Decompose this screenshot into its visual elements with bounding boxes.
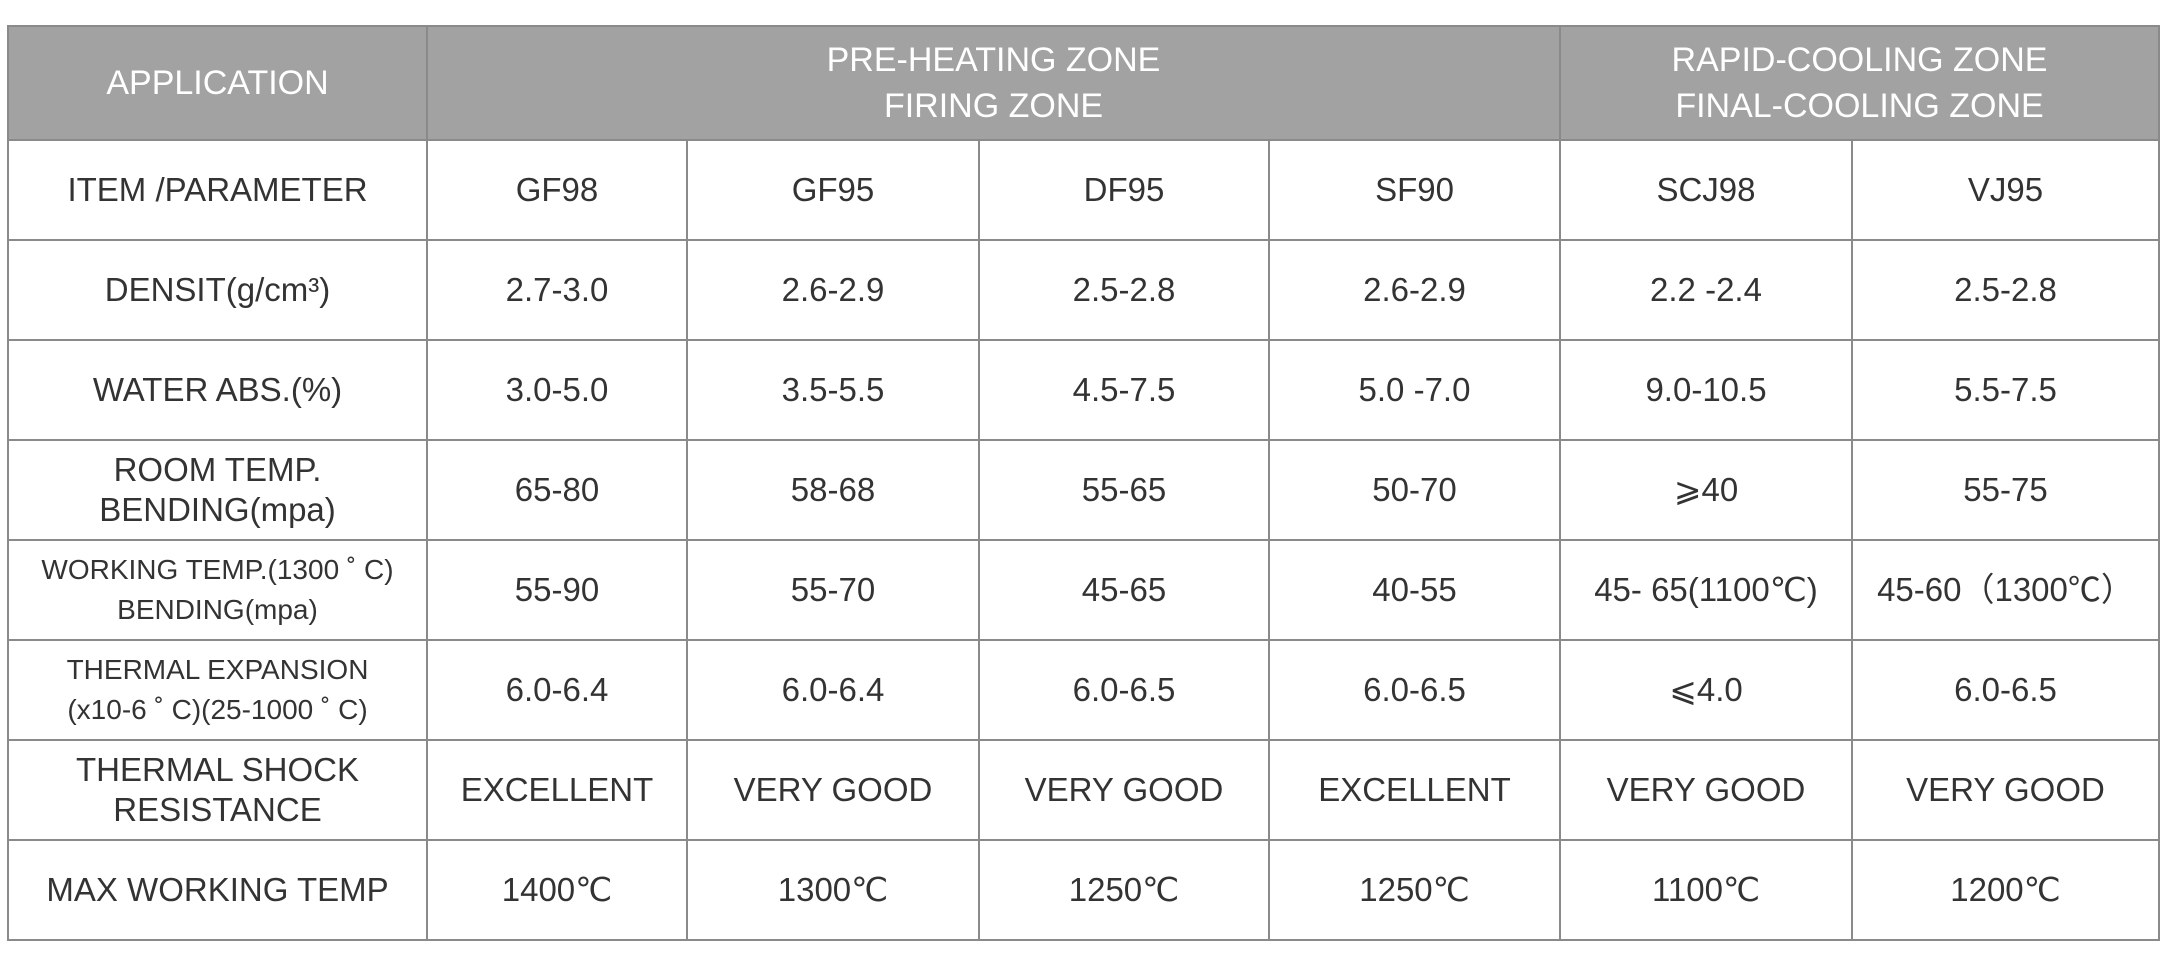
row-label: ROOM TEMP. BENDING(mpa) xyxy=(7,439,428,541)
table-cell: 9.0-10.5 xyxy=(1559,339,1853,441)
cell-line: BENDING(mpa) xyxy=(117,594,318,625)
table-cell: 45-65 xyxy=(978,539,1270,641)
cell-line: (x10-6 ˚ C)(25-1000 ˚ C) xyxy=(67,694,368,725)
cell-line: RESISTANCE xyxy=(113,791,322,828)
row-label: ITEM /PARAMETER xyxy=(7,139,428,241)
table-cell: 1300℃ xyxy=(686,839,980,941)
table-cell: 6.0-6.5 xyxy=(978,639,1270,741)
cell-line: WORKING TEMP.(1300 ˚ C) xyxy=(41,554,394,585)
cell-line: PRE-HEATING ZONE xyxy=(826,41,1161,79)
table-cell: 58-68 xyxy=(686,439,980,541)
table-cell: 5.0 -7.0 xyxy=(1268,339,1561,441)
table-row: MAX WORKING TEMP 1400℃ 1300℃ 1250℃ 1250℃ 1100… xyxy=(7,839,2160,941)
table-cell: 4.5-7.5 xyxy=(978,339,1270,441)
table-cell: 40-55 xyxy=(1268,539,1561,641)
table-cell: 50-70 xyxy=(1268,439,1561,541)
row-label: THERMAL SHOCK RESISTANCE xyxy=(7,739,428,841)
table-cell: GF95 xyxy=(686,139,980,241)
row-label: WATER ABS.(%) xyxy=(7,339,428,441)
table-cell: SF90 xyxy=(1268,139,1561,241)
table-row: THERMAL EXPANSION (x10-6 ˚ C)(25-1000 ˚ C… xyxy=(7,639,2160,741)
header-cell: PRE-HEATING ZONE FIRING ZONE xyxy=(426,25,1561,141)
table-cell: VJ95 xyxy=(1851,139,2160,241)
table-cell: 2.6-2.9 xyxy=(1268,239,1561,341)
table-cell: 2.7-3.0 xyxy=(426,239,688,341)
spec-table: APPLICATION PRE-HEATING ZONE FIRING ZONE RA… xyxy=(7,25,2160,941)
cell-line: FIRING ZONE xyxy=(883,87,1104,125)
table-cell: 3.5-5.5 xyxy=(686,339,980,441)
table-row: WATER ABS.(%) 3.0-5.0 3.5-5.5 4.5-7.5 5.0 -7… xyxy=(7,339,2160,441)
header-cell: APPLICATION xyxy=(7,25,428,141)
table-cell: 55-65 xyxy=(978,439,1270,541)
cell-line: BENDING(mpa) xyxy=(99,491,336,528)
cell-line: ROOM TEMP. xyxy=(113,451,322,488)
table-cell: 1250℃ xyxy=(1268,839,1561,941)
table-cell: 6.0-6.4 xyxy=(426,639,688,741)
table-row: WORKING TEMP.(1300 ˚ C) BENDING(mpa) 55-90… xyxy=(7,539,2160,641)
table-cell: VERY GOOD xyxy=(1559,739,1853,841)
table-cell: 3.0-5.0 xyxy=(426,339,688,441)
table-cell: 6.0-6.4 xyxy=(686,639,980,741)
table-cell: 1400℃ xyxy=(426,839,688,941)
table-row: THERMAL SHOCK RESISTANCE EXCELLENT VERY GOO… xyxy=(7,739,2160,841)
table-cell: 1200℃ xyxy=(1851,839,2160,941)
table-cell: 5.5-7.5 xyxy=(1851,339,2160,441)
table-cell: 2.5-2.8 xyxy=(1851,239,2160,341)
table-cell: 65-80 xyxy=(426,439,688,541)
table-cell: DF95 xyxy=(978,139,1270,241)
row-label: MAX WORKING TEMP xyxy=(7,839,428,941)
cell-line: FINAL-COOLING ZONE xyxy=(1675,87,2044,125)
table-cell: 45- 65(1100℃) xyxy=(1559,539,1853,641)
table-cell: 55-90 xyxy=(426,539,688,641)
table-cell: 2.5-2.8 xyxy=(978,239,1270,341)
cell-line: THERMAL EXPANSION xyxy=(66,654,369,685)
cell-line: APPLICATION xyxy=(106,64,329,102)
table-cell: ⩽4.0 xyxy=(1559,639,1853,741)
table-cell: 2.6-2.9 xyxy=(686,239,980,341)
cell-line: ITEM /PARAMETER xyxy=(67,171,368,208)
header-cell: RAPID-COOLING ZONE FINAL-COOLING ZONE xyxy=(1559,25,2160,141)
table-row: DENSIT(g/cm³) 2.7-3.0 2.6-2.9 2.5-2.8 2.6-2.… xyxy=(7,239,2160,341)
table-body: APPLICATION PRE-HEATING ZONE FIRING ZONE RA… xyxy=(7,25,2160,941)
table-cell: 45-60（1300℃） xyxy=(1851,539,2160,641)
cell-line: MAX WORKING TEMP xyxy=(46,871,389,908)
table-row: ITEM /PARAMETER GF98 GF95 DF95 SF90 SCJ98 VJ95 xyxy=(7,139,2160,241)
table-cell: 6.0-6.5 xyxy=(1268,639,1561,741)
table-cell: VERY GOOD xyxy=(686,739,980,841)
table-cell: 1100℃ xyxy=(1559,839,1853,941)
cell-line: RAPID-COOLING ZONE xyxy=(1671,41,2048,79)
table-cell: EXCELLENT xyxy=(426,739,688,841)
table-cell: 2.2 -2.4 xyxy=(1559,239,1853,341)
row-label: WORKING TEMP.(1300 ˚ C) BENDING(mpa) xyxy=(7,539,428,641)
table-cell: SCJ98 xyxy=(1559,139,1853,241)
header-row: APPLICATION PRE-HEATING ZONE FIRING ZONE RA… xyxy=(7,25,2160,141)
table-cell: 1250℃ xyxy=(978,839,1270,941)
table-cell: VERY GOOD xyxy=(1851,739,2160,841)
table-cell: ⩾40 xyxy=(1559,439,1853,541)
table-cell: EXCELLENT xyxy=(1268,739,1561,841)
cell-line: WATER ABS.(%) xyxy=(92,371,343,408)
table-cell: VERY GOOD xyxy=(978,739,1270,841)
table-row: ROOM TEMP. BENDING(mpa) 65-80 58-68 55-65 50-… xyxy=(7,439,2160,541)
table-cell: GF98 xyxy=(426,139,688,241)
cell-line: DENSIT(g/cm³) xyxy=(104,271,331,308)
row-label: DENSIT(g/cm³) xyxy=(7,239,428,341)
cell-line: THERMAL SHOCK xyxy=(76,751,359,788)
table-cell: 55-70 xyxy=(686,539,980,641)
table-cell: 55-75 xyxy=(1851,439,2160,541)
row-label: THERMAL EXPANSION (x10-6 ˚ C)(25-1000 ˚ C… xyxy=(7,639,428,741)
table-cell: 6.0-6.5 xyxy=(1851,639,2160,741)
